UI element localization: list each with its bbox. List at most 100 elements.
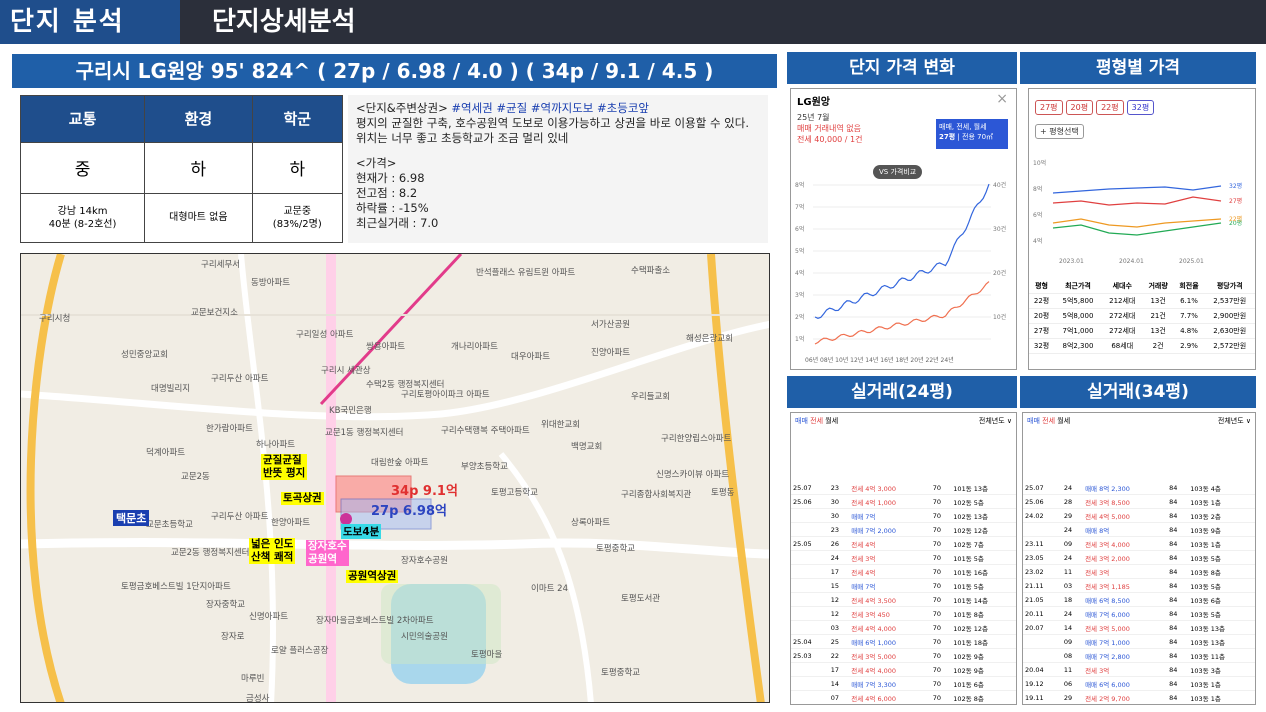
table-cell: 70	[930, 606, 952, 621]
table-cell: 103동 5층	[1188, 578, 1255, 593]
map-label: 백명교회	[571, 442, 603, 452]
table-cell: 전세 3억	[849, 550, 931, 565]
table-row[interactable]: 03 전세 4억 4,000 70 102동 12층	[791, 620, 1016, 635]
pyeong-chip[interactable]: 22평	[1096, 100, 1124, 115]
chart-y-tick: 1억	[795, 335, 804, 343]
table-cell: 70	[930, 690, 952, 704]
map-label: 반석플래스 유림트윈 아파트	[476, 268, 576, 278]
table-row[interactable]: 25.07 24 매매 8억 2,300 84 103동 4층	[1023, 481, 1255, 495]
complex-title: 구리시 LG원앙 95' 824^ ( 27p / 6.98 / 4.0 ) (…	[12, 54, 777, 88]
vs-compare-button[interactable]: VS 가격비교	[873, 165, 923, 179]
table-row[interactable]: 25.06 28 전세 3억 8,500 84 103동 1층	[1023, 494, 1255, 509]
table-row[interactable]: 30 매매 7억 70 102동 13층	[791, 508, 1016, 523]
table-row[interactable]: 19.12 06 매매 6억 6,000 84 103동 1층	[1023, 676, 1255, 691]
table-row[interactable]: 23.02 11 전세 3억 84 103동 8층	[1023, 564, 1255, 579]
table-cell: 전세 4억	[849, 536, 931, 551]
table-row[interactable]: 24 전세 3억 70 101동 5층	[791, 550, 1016, 565]
table-row[interactable]: 15 매매 7억 70 101동 5층	[791, 578, 1016, 593]
map-label: 교문초등학교	[146, 520, 193, 530]
table-cell: 103동 11층	[1188, 648, 1255, 663]
tab-monthly[interactable]: 월세	[1057, 417, 1071, 425]
year-filter[interactable]: 전체년도 ∨	[1217, 417, 1251, 425]
pyeong-chip[interactable]: 27평	[1035, 100, 1063, 115]
tab-jeonse[interactable]: 전세	[1042, 417, 1056, 425]
table-row[interactable]: 14 매매 7억 3,300 70 101동 6층	[791, 676, 1016, 691]
map-label: 교문2동	[181, 472, 210, 482]
tab-sale[interactable]: 매매	[795, 417, 808, 425]
neighborhood-map[interactable]: 구리세무서 동방아파트 반석플래스 유림트윈 아파트 수택파출소 구리시청 교문…	[20, 253, 770, 703]
table-cell	[1023, 634, 1062, 649]
table-cell: 28	[1061, 494, 1084, 509]
table-row: 22평 5억5,800 212세대 13건 6.1% 2,537만원	[1029, 293, 1255, 309]
table-cell: 103동 13층	[1188, 620, 1255, 635]
table-row[interactable]: 21.05 18 매매 6억 8,500 84 103동 6층	[1023, 592, 1255, 607]
table-cell: 24	[1061, 550, 1084, 565]
table-cell: 5억8,000	[1054, 308, 1102, 324]
table-cell: 70	[930, 578, 952, 593]
chart-month: 25년 7월	[797, 113, 830, 122]
table-cell: 전세 3억 4,000	[1083, 536, 1168, 551]
table-row[interactable]: 24.02 29 전세 4억 5,000 84 103동 2층	[1023, 508, 1255, 523]
chart-y2-tick: 30건	[993, 225, 1006, 233]
table-cell: 전세 3억 5,000	[849, 648, 931, 663]
trade-type-dropdown[interactable]: 매매, 전세, 월세 27평 | 전용 70㎡	[936, 119, 1008, 149]
map-label: 교문2동 행정복지센터	[171, 548, 250, 558]
table-row[interactable]: 24 매매 8억 84 103동 9층	[1023, 522, 1255, 537]
table-row[interactable]: 25.04 25 매매 6억 1,000 70 101동 18층	[791, 634, 1016, 649]
tab-sale[interactable]: 매매	[1027, 417, 1040, 425]
table-row[interactable]: 25.07 23 전세 4억 3,000 70 101동 13층	[791, 481, 1016, 495]
table-cell: 19.11	[1023, 690, 1062, 704]
table-row[interactable]: 25.05 26 전세 4억 70 102동 7층	[791, 536, 1016, 551]
table-row[interactable]: 23.11 09 전세 3억 4,000 84 103동 1층	[1023, 536, 1255, 551]
pyeong-series-line	[1052, 222, 1222, 236]
table-row[interactable]: 12 전세 4억 3,500 70 101동 14층	[791, 592, 1016, 607]
table-cell: 70	[930, 508, 952, 523]
map-price-27p: 27p 6.98억	[371, 504, 447, 519]
table-cell: 84	[1167, 578, 1189, 593]
table-row[interactable]: 09 매매 7억 1,000 84 103동 13층	[1023, 634, 1255, 649]
add-pyeong-button[interactable]: + 평형선택	[1035, 124, 1084, 139]
table-row[interactable]: 17 전세 4억 70 101동 16층	[791, 564, 1016, 579]
table-row[interactable]: 08 매매 7억 2,800 84 103동 11층	[1023, 648, 1255, 663]
pyeong-chip[interactable]: 20평	[1065, 100, 1094, 115]
table-cell: 전세 4억 4,000	[849, 662, 931, 677]
table-row[interactable]: 21.11 03 전세 3억 1,185 84 103동 5층	[1023, 578, 1255, 593]
table-cell: 24	[1061, 481, 1084, 495]
map-label: 구리시청	[39, 314, 71, 324]
tab-jeonse[interactable]: 전세	[810, 417, 824, 425]
table-row[interactable]: 23 매매 7억 2,000 70 102동 12층	[791, 522, 1016, 537]
pyeong-chip[interactable]: 32평	[1126, 100, 1155, 115]
map-tag-lake-station: 장자호수 공원역	[306, 540, 349, 566]
map-label: 상록아파트	[571, 518, 611, 528]
year-filter[interactable]: 전체년도 ∨	[978, 417, 1012, 425]
table-row[interactable]: 20.07 14 전세 3억 5,000 84 103동 13층	[1023, 620, 1255, 635]
pyeong-table-header: 세대수	[1101, 279, 1143, 294]
table-row[interactable]: 20.11 24 매매 7억 6,000 84 103동 5층	[1023, 606, 1255, 621]
close-icon[interactable]: ×	[996, 91, 1008, 107]
map-label: KB국민은행	[329, 406, 372, 416]
table-row[interactable]: 17 전세 4억 4,000 70 102동 9층	[791, 662, 1016, 677]
section-title: 단지 분석	[0, 0, 180, 44]
pyeong-series-label: 20평	[1229, 219, 1242, 227]
memo-drop: 하락률 : -15%	[356, 201, 429, 215]
table-row[interactable]: 25.06 30 전세 4억 1,000 70 102동 5층	[791, 494, 1016, 509]
table-cell: 103동 13층	[1188, 634, 1255, 649]
table-cell: 12	[828, 592, 850, 607]
table-row[interactable]: 12 전세 3억 450 70 101동 8층	[791, 606, 1016, 621]
tab-monthly[interactable]: 월세	[825, 417, 839, 425]
table-cell: 103동 3층	[1188, 662, 1255, 677]
deal24-header: 실거래(24평)	[787, 376, 1017, 408]
table-row[interactable]: 23.05 24 전세 3억 2,000 84 103동 5층	[1023, 550, 1255, 565]
table-row[interactable]: 07 전세 4억 6,000 70 102동 8층	[791, 690, 1016, 704]
table-cell: 전세 4억 6,000	[849, 690, 931, 704]
table-row[interactable]: 20.04 11 전세 3억 84 103동 3층	[1023, 662, 1255, 677]
table-row[interactable]: 25.03 22 전세 3억 5,000 70 102동 9층	[791, 648, 1016, 663]
table-row[interactable]: 19.11 29 전세 2억 9,700 84 103동 1층	[1023, 690, 1255, 704]
table-cell	[791, 676, 829, 691]
table-cell: 25.07	[1023, 481, 1062, 495]
map-label: 구리종합사회복지관	[621, 490, 692, 500]
pyeong-table-header: 최근가격	[1054, 279, 1102, 294]
table-cell: 70	[930, 494, 952, 509]
